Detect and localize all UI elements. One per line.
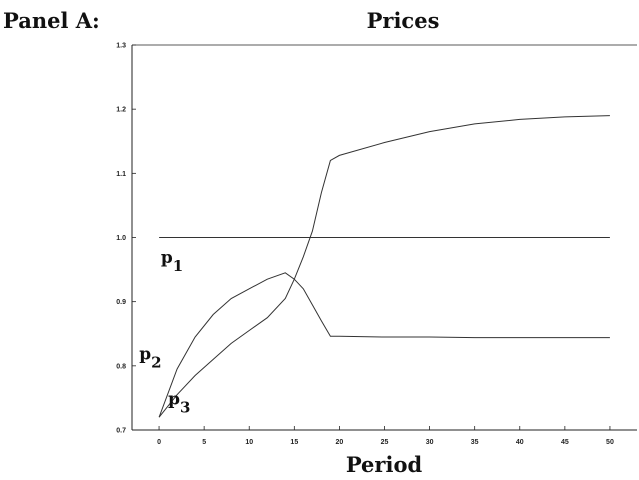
- y-tick-label: 1.0: [116, 235, 126, 242]
- x-tick-label: 5: [202, 439, 206, 446]
- x-axis-ticks: 0 5 10 15 20 25 30 35 40 45 50: [157, 426, 614, 446]
- series-line-p2: [158, 272, 610, 418]
- y-tick-label: 1.2: [116, 107, 126, 114]
- y-axis-ticks: 0.7 0.8 0.9 1.0 1.1 1.2 1.3: [116, 43, 136, 435]
- x-tick-label: 10: [245, 439, 253, 446]
- y-tick-label: 1.3: [116, 43, 126, 50]
- x-tick-label: 50: [606, 439, 614, 446]
- y-tick-label: 0.8: [116, 363, 126, 370]
- series-label-p2: p2: [139, 344, 161, 371]
- x-axis-label: Period: [346, 452, 423, 477]
- series-line-p3: [158, 115, 610, 418]
- y-tick-label: 0.9: [116, 299, 126, 306]
- x-tick-label: 15: [290, 439, 298, 446]
- x-tick-label: 25: [381, 439, 389, 446]
- series-label-p1: p1: [161, 248, 183, 275]
- series-label-p3: p3: [168, 389, 190, 416]
- x-tick-label: 40: [516, 439, 524, 446]
- x-tick-label: 0: [157, 439, 161, 446]
- series-lines: [158, 115, 610, 418]
- series-labels: p1 p2 p3: [139, 248, 190, 416]
- y-tick-label: 1.1: [116, 171, 126, 178]
- y-tick-label: 0.7: [116, 428, 126, 435]
- x-tick-label: 45: [561, 439, 569, 446]
- x-tick-label: 30: [426, 439, 434, 446]
- chart-title: Prices: [367, 8, 440, 33]
- x-tick-label: 35: [471, 439, 479, 446]
- x-tick-label: 20: [336, 439, 344, 446]
- panel-label: Panel A:: [3, 8, 100, 33]
